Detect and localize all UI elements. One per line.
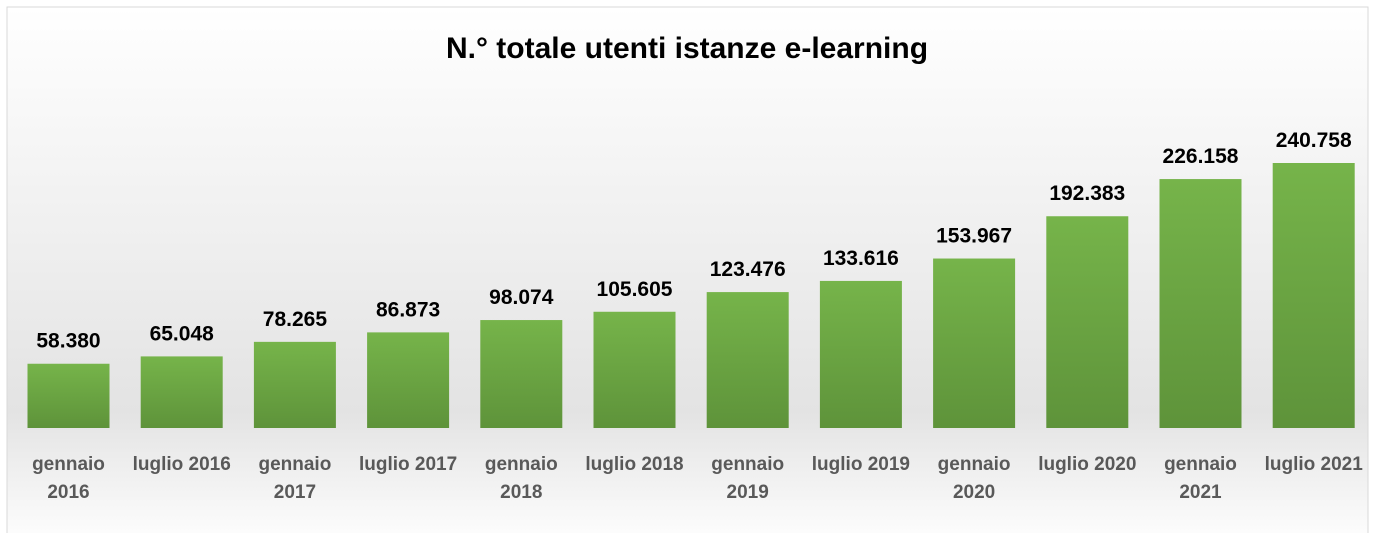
data-label: 226.158	[1163, 145, 1239, 168]
bar	[933, 258, 1016, 428]
bar	[367, 332, 450, 428]
bar	[1046, 216, 1129, 428]
bar	[480, 320, 563, 428]
bar	[593, 311, 676, 428]
data-label: 105.605	[597, 278, 673, 301]
x-tick-label: luglio 2021	[1264, 454, 1363, 475]
x-tick-label: luglio 2016	[132, 454, 231, 475]
x-tick-label: luglio 2017	[358, 454, 458, 475]
bar	[140, 356, 223, 428]
data-label: 123.476	[710, 258, 786, 281]
bar	[27, 363, 110, 428]
x-tick-label: gennaio 2017	[258, 454, 332, 503]
x-tick-label: gennaio 2020	[937, 454, 1011, 503]
x-tick-label: gennaio 2018	[484, 454, 558, 503]
data-label: 86.873	[376, 298, 440, 321]
data-label: 153.967	[936, 225, 1012, 248]
data-label: 133.616	[823, 247, 899, 270]
bar	[1159, 179, 1242, 428]
data-label: 98.074	[489, 286, 554, 309]
x-tick-label: gennaio 2016	[32, 454, 105, 503]
data-label: 240.758	[1276, 129, 1352, 152]
bar	[706, 292, 789, 428]
bar	[819, 280, 902, 428]
data-label: 58.380	[36, 330, 100, 353]
bar	[253, 341, 336, 428]
bar	[1272, 163, 1355, 428]
data-label: 192.383	[1049, 182, 1125, 205]
chart-title: N.° totale utenti istanze e-learning	[446, 32, 928, 65]
data-label: 78.265	[263, 308, 328, 331]
x-tick-label: luglio 2020	[1038, 454, 1137, 475]
data-label: 65.048	[150, 322, 215, 345]
x-tick-label: luglio 2018	[585, 454, 684, 475]
x-tick-label: gennaio 2019	[711, 454, 785, 503]
chart-frame	[6, 6, 1369, 533]
x-tick-label: gennaio 2021	[1164, 454, 1237, 503]
x-tick-label: luglio 2019	[811, 454, 910, 475]
